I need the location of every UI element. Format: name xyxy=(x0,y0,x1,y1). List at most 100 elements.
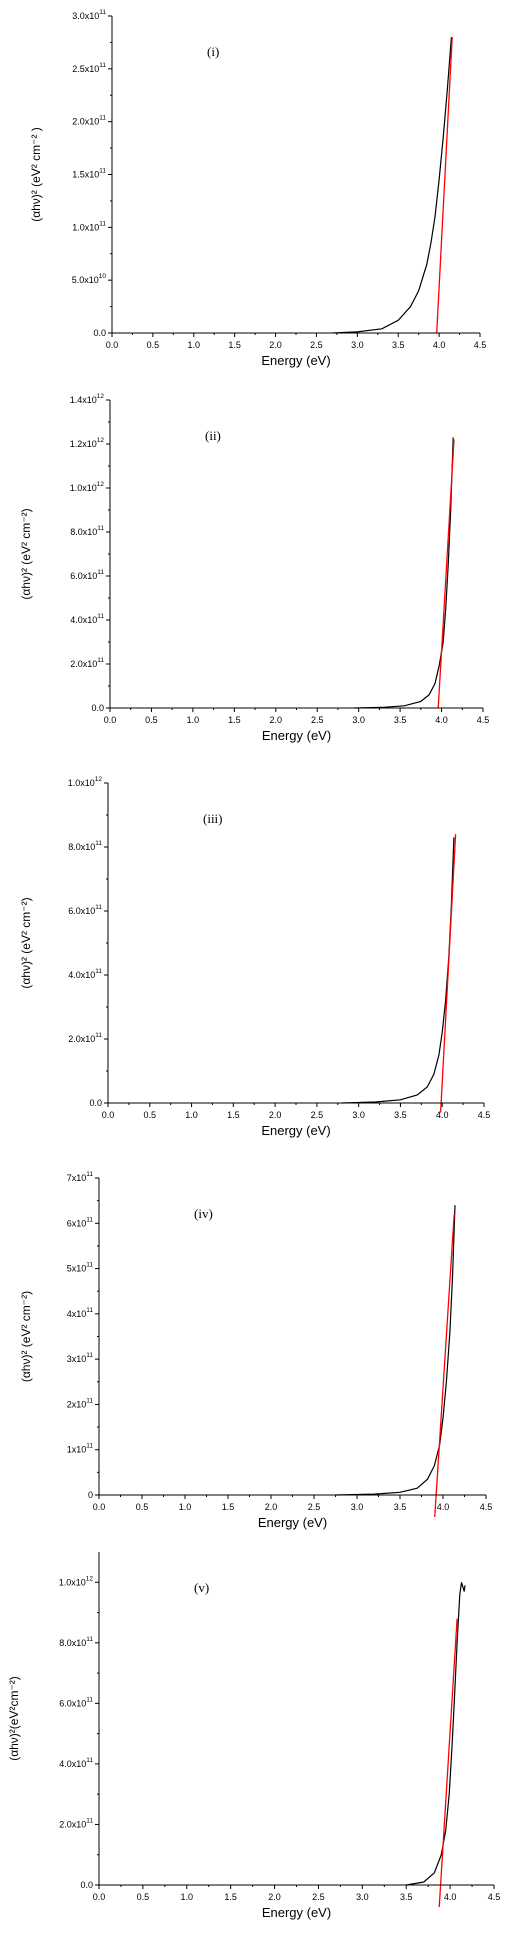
y-tick-label: 0.0 xyxy=(89,1098,102,1108)
x-tick-label: 2.5 xyxy=(310,340,323,350)
tauc-fit-line xyxy=(436,37,453,334)
x-tick-label: 4.0 xyxy=(433,340,446,350)
x-tick-label: 4.5 xyxy=(478,1110,491,1120)
panel-label: (iii) xyxy=(203,811,223,826)
x-tick-label: 3.5 xyxy=(392,340,405,350)
x-tick-label: 2.0 xyxy=(269,340,282,350)
y-axis-title: (αhν)² (eV² cm⁻²) xyxy=(19,1291,33,1382)
y-tick-label: 1.0x1012 xyxy=(59,1575,94,1587)
absorption-curve xyxy=(341,837,455,1104)
x-tick-label: 4.5 xyxy=(488,1892,501,1902)
y-tick-label: 5.0x1010 xyxy=(72,273,107,285)
chart-panel-3: 0.0 0.5 1.0 1.5 2.0 2.5 3.0 3.5 4.0 4.5 0.0 2.0x101… xyxy=(19,776,490,1138)
y-tick-label: 8.0x1011 xyxy=(59,1636,93,1648)
y-axis-title: (αhν)² (eV² cm⁻²) xyxy=(19,508,33,599)
y-tick-label: 4x1011 xyxy=(67,1307,94,1319)
x-tick-label: 2.5 xyxy=(311,715,324,725)
y-tick-label: 0.0 xyxy=(80,1880,93,1890)
x-axis-title: Energy (eV) xyxy=(261,353,330,368)
y-tick-label: 1.0x1011 xyxy=(72,220,106,232)
x-tick-label: 2.0 xyxy=(265,1502,278,1512)
y-tick-label: 0 xyxy=(88,1490,93,1500)
y-tick-label: 1x1011 xyxy=(67,1443,94,1455)
x-tick-label: 2.5 xyxy=(308,1502,321,1512)
x-tick-label: 4.5 xyxy=(474,340,487,350)
absorption-curve xyxy=(332,37,452,334)
x-tick-label: 3.5 xyxy=(394,715,407,725)
y-tick-label: 2.0x1011 xyxy=(59,1817,93,1829)
chart-panel-4: 0.0 0.5 1.0 1.5 2.0 2.5 3.0 3.5 4.0 4.5 0 1x1011 2x1… xyxy=(19,1171,492,1530)
x-tick-label: 0.0 xyxy=(104,715,117,725)
x-tick-label: 4.0 xyxy=(435,715,448,725)
absorption-curve xyxy=(406,1582,466,1886)
x-tick-label: 0.5 xyxy=(136,1502,149,1512)
x-tick-label: 1.5 xyxy=(227,1110,240,1120)
x-tick-label: 1.0 xyxy=(181,1892,194,1902)
y-tick-label: 3x1011 xyxy=(67,1352,94,1364)
y-tick-label: 6.0x1011 xyxy=(59,1696,93,1708)
chart-panel-5: 0.0 0.5 1.0 1.5 2.0 2.5 3.0 3.5 4.0 4.5 0.0 2.0x101… xyxy=(7,1552,500,1920)
x-tick-label: 2.0 xyxy=(268,1892,281,1902)
x-tick-label: 3.0 xyxy=(351,340,364,350)
x-tick-label: 1.0 xyxy=(188,340,201,350)
absorption-curve xyxy=(335,1205,456,1496)
y-tick-label: 4.0x1011 xyxy=(70,613,104,625)
tauc-fit-line xyxy=(434,1214,455,1517)
x-axis-title: Energy (eV) xyxy=(262,1905,331,1920)
y-tick-label: 6x1011 xyxy=(67,1216,94,1228)
x-tick-label: 1.5 xyxy=(224,1892,237,1902)
y-tick-label: 6.0x1011 xyxy=(70,569,104,581)
x-tick-label: 4.0 xyxy=(444,1892,457,1902)
x-tick-label: 0.0 xyxy=(93,1502,106,1512)
y-tick-label: 6.0x1011 xyxy=(68,904,102,916)
y-tick-label: 1.0x1012 xyxy=(70,481,105,493)
x-tick-label: 1.5 xyxy=(228,340,241,350)
x-tick-label: 4.0 xyxy=(436,1110,449,1120)
y-tick-label: 4.0x1011 xyxy=(59,1757,93,1769)
x-tick-label: 0.0 xyxy=(102,1110,115,1120)
y-tick-label: 2x1011 xyxy=(67,1397,94,1409)
chart-panel-2: 0.0 0.5 1.0 1.5 2.0 2.5 3.0 3.5 4.0 4.5 0.0 2.0x101… xyxy=(19,393,489,743)
y-tick-label: 8.0x1011 xyxy=(70,525,104,537)
x-tick-label: 4.5 xyxy=(477,715,490,725)
y-axis-title: (αhν)² (eV² cm⁻²) xyxy=(19,897,33,988)
y-tick-label: 3.0x1011 xyxy=(72,9,106,21)
x-tick-label: 3.0 xyxy=(352,1110,365,1120)
tauc-fit-line xyxy=(437,439,455,709)
chart-panel-1: 0.0 0.5 1.0 1.5 2.0 2.5 3.0 3.5 4.0 4.5 0.0 5.0x101… xyxy=(29,9,486,368)
x-tick-label: 2.0 xyxy=(269,1110,282,1120)
x-tick-label: 2.0 xyxy=(270,715,283,725)
x-tick-label: 4.5 xyxy=(480,1502,493,1512)
x-tick-label: 1.0 xyxy=(185,1110,198,1120)
x-tick-label: 3.0 xyxy=(356,1892,369,1902)
y-tick-label: 0.0 xyxy=(91,703,104,713)
x-tick-label: 0.5 xyxy=(145,715,158,725)
x-axis-title: Energy (eV) xyxy=(261,1123,330,1138)
x-tick-label: 3.0 xyxy=(352,715,365,725)
panel-label: (iv) xyxy=(194,1206,213,1221)
y-tick-label: 5x1011 xyxy=(67,1262,94,1274)
x-tick-label: 2.5 xyxy=(311,1110,324,1120)
x-tick-label: 0.5 xyxy=(137,1892,150,1902)
y-tick-label: 0.0 xyxy=(93,328,106,338)
x-tick-label: 3.0 xyxy=(351,1502,364,1512)
y-tick-label: 1.4x1012 xyxy=(70,393,105,405)
y-tick-label: 2.0x1011 xyxy=(68,1032,102,1044)
x-tick-label: 0.5 xyxy=(144,1110,157,1120)
y-tick-label: 7x1011 xyxy=(67,1171,94,1183)
y-tick-label: 2.0x1011 xyxy=(70,657,104,669)
y-axis-title: (αhν)² (eV² cm⁻² ) xyxy=(29,127,43,222)
x-tick-label: 2.5 xyxy=(312,1892,325,1902)
x-tick-label: 1.5 xyxy=(222,1502,235,1512)
absorption-curve xyxy=(354,437,454,709)
y-tick-label: 1.0x1012 xyxy=(68,776,103,788)
x-tick-label: 0.0 xyxy=(106,340,119,350)
x-tick-label: 1.5 xyxy=(228,715,241,725)
y-tick-label: 1.2x1012 xyxy=(70,437,105,449)
y-tick-label: 1.5x1011 xyxy=(72,168,106,180)
y-tick-label: 2.5x1011 xyxy=(72,62,106,74)
x-tick-label: 4.0 xyxy=(437,1502,450,1512)
x-tick-label: 3.5 xyxy=(394,1110,407,1120)
x-tick-label: 1.0 xyxy=(187,715,200,725)
